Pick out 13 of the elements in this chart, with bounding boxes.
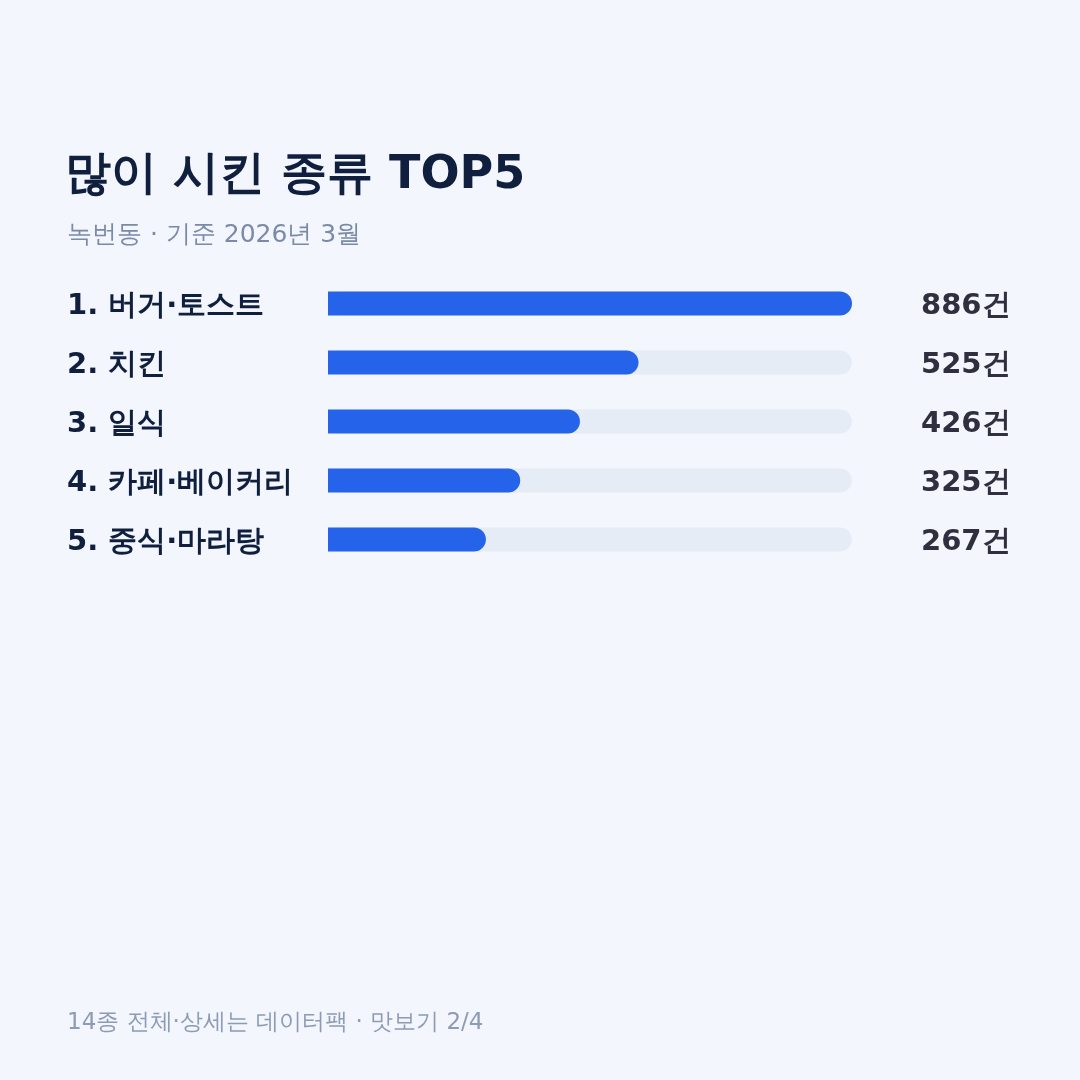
y-tick-label: 1. 버거·토스트	[67, 287, 265, 321]
y-tick-label: 2. 치킨	[67, 346, 167, 380]
data-label: 886건	[921, 287, 1011, 321]
y-tick-label: 3. 일식	[67, 405, 167, 439]
chart-title: 많이 시킨 종류 TOP5	[65, 145, 526, 200]
data-label: 525건	[921, 346, 1011, 380]
data-label: 325건	[921, 464, 1011, 498]
y-tick-label: 4. 카페·베이커리	[67, 464, 294, 498]
chart-subtitle: 녹번동 · 기준 2026년 3월	[67, 219, 362, 248]
data-label: 426건	[921, 405, 1011, 439]
text: 14종 전체·상세는 데이터팩 · 맛보기 2/4	[67, 1008, 484, 1034]
data-label: 267건	[921, 523, 1011, 557]
y-tick-label: 5. 중식·마라탕	[67, 523, 265, 557]
